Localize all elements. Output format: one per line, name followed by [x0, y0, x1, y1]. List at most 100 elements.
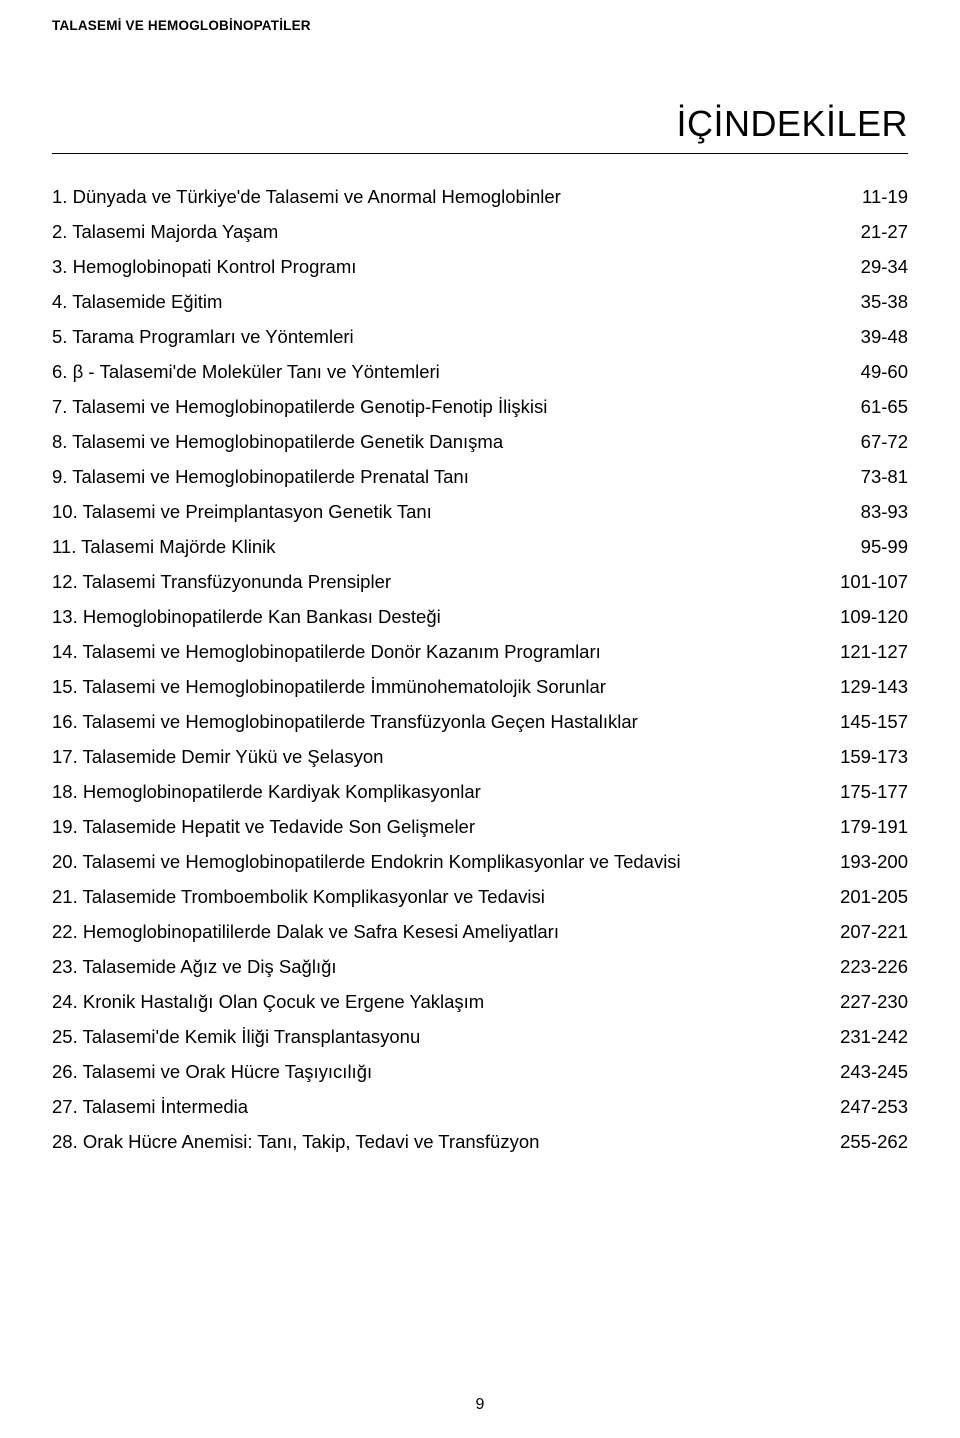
toc-entry-label: 4. Talasemide Eğitim	[52, 293, 828, 312]
toc-entry-label: 18. Hemoglobinopatilerde Kardiyak Kompli…	[52, 783, 828, 802]
toc-entry-label: 23. Talasemide Ağız ve Diş Sağlığı	[52, 958, 828, 977]
document-page: TALASEMİ VE HEMOGLOBİNOPATİLER İÇİNDEKİL…	[0, 0, 960, 1438]
toc-entry-number: 27.	[52, 1096, 78, 1117]
toc-entry-label: 6. β - Talasemi'de Moleküler Tanı ve Yön…	[52, 363, 828, 382]
toc-row: 13. Hemoglobinopatilerde Kan Bankası Des…	[52, 608, 908, 627]
toc-entry-label: 19. Talasemide Hepatit ve Tedavide Son G…	[52, 818, 828, 837]
toc-entry-title: Talasemi ve Hemoglobinopatilerde İmmünoh…	[83, 676, 606, 697]
toc-row: 4. Talasemide Eğitim35-38	[52, 293, 908, 312]
toc-entry-title: Talasemide Eğitim	[72, 291, 222, 312]
toc-entry-pages: 159-173	[828, 748, 908, 767]
toc-row: 25. Talasemi'de Kemik İliği Transplantas…	[52, 1028, 908, 1047]
toc-entry-title: Talasemi ve Hemoglobinopatilerde Prenata…	[72, 466, 469, 487]
toc-entry-number: 12.	[52, 571, 78, 592]
toc-entry-title: Talasemi ve Hemoglobinopatilerde Genotip…	[72, 396, 547, 417]
toc-entry-pages: 193-200	[828, 853, 908, 872]
toc-entry-number: 7.	[52, 396, 67, 417]
toc-entry-label: 28. Orak Hücre Anemisi: Tanı, Takip, Ted…	[52, 1133, 828, 1152]
toc-entry-label: 15. Talasemi ve Hemoglobinopatilerde İmm…	[52, 678, 828, 697]
toc-entry-number: 4.	[52, 291, 67, 312]
toc-entry-label: 1. Dünyada ve Türkiye'de Talasemi ve Ano…	[52, 188, 828, 207]
toc-row: 17. Talasemide Demir Yükü ve Şelasyon159…	[52, 748, 908, 767]
toc-entry-label: 17. Talasemide Demir Yükü ve Şelasyon	[52, 748, 828, 767]
toc-entry-title: Talasemide Ağız ve Diş Sağlığı	[83, 956, 337, 977]
toc-entry-number: 3.	[52, 256, 67, 277]
toc-entry-number: 16.	[52, 711, 78, 732]
toc-row: 18. Hemoglobinopatilerde Kardiyak Kompli…	[52, 783, 908, 802]
toc-entry-pages: 201-205	[828, 888, 908, 907]
toc-entry-number: 2.	[52, 221, 67, 242]
toc-entry-pages: 231-242	[828, 1028, 908, 1047]
toc-row: 24. Kronik Hastalığı Olan Çocuk ve Ergen…	[52, 993, 908, 1012]
toc-entry-pages: 29-34	[828, 258, 908, 277]
toc-entry-pages: 83-93	[828, 503, 908, 522]
toc-entry-title: Talasemi Majörde Klinik	[81, 536, 275, 557]
title-rule	[52, 153, 908, 154]
toc-entry-pages: 61-65	[828, 398, 908, 417]
toc-entry-number: 28.	[52, 1131, 78, 1152]
toc-entry-label: 20. Talasemi ve Hemoglobinopatilerde End…	[52, 853, 828, 872]
toc-row: 9. Talasemi ve Hemoglobinopatilerde Pren…	[52, 468, 908, 487]
toc-entry-number: 22.	[52, 921, 78, 942]
toc-entry-label: 22. Hemoglobinopatililerde Dalak ve Safr…	[52, 923, 828, 942]
toc-entry-pages: 145-157	[828, 713, 908, 732]
toc-row: 7. Talasemi ve Hemoglobinopatilerde Geno…	[52, 398, 908, 417]
toc-entry-pages: 121-127	[828, 643, 908, 662]
toc-entry-number: 25.	[52, 1026, 78, 1047]
toc-entry-label: 27. Talasemi İntermedia	[52, 1098, 828, 1117]
toc-entry-number: 8.	[52, 431, 67, 452]
toc-entry-title: Orak Hücre Anemisi: Tanı, Takip, Tedavi …	[83, 1131, 540, 1152]
toc-entry-label: 21. Talasemide Tromboembolik Komplikasyo…	[52, 888, 828, 907]
toc-entry-label: 14. Talasemi ve Hemoglobinopatilerde Don…	[52, 643, 828, 662]
toc-entry-pages: 227-230	[828, 993, 908, 1012]
toc-entry-pages: 73-81	[828, 468, 908, 487]
toc-entry-title: Talasemi ve Hemoglobinopatilerde Genetik…	[72, 431, 503, 452]
toc-entry-pages: 101-107	[828, 573, 908, 592]
toc-row: 28. Orak Hücre Anemisi: Tanı, Takip, Ted…	[52, 1133, 908, 1152]
toc-entry-number: 20.	[52, 851, 78, 872]
toc-row: 1. Dünyada ve Türkiye'de Talasemi ve Ano…	[52, 188, 908, 207]
toc-entry-number: 11.	[52, 536, 76, 557]
toc-entry-label: 25. Talasemi'de Kemik İliği Transplantas…	[52, 1028, 828, 1047]
toc-entry-label: 12. Talasemi Transfüzyonunda Prensipler	[52, 573, 828, 592]
toc-entry-label: 2. Talasemi Majorda Yaşam	[52, 223, 828, 242]
toc-entry-number: 19.	[52, 816, 78, 837]
toc-entry-title: Dünyada ve Türkiye'de Talasemi ve Anorma…	[73, 186, 561, 207]
toc-row: 19. Talasemide Hepatit ve Tedavide Son G…	[52, 818, 908, 837]
toc-row: 12. Talasemi Transfüzyonunda Prensipler1…	[52, 573, 908, 592]
toc-entry-label: 16. Talasemi ve Hemoglobinopatilerde Tra…	[52, 713, 828, 732]
toc-entry-title: Talasemi ve Preimplantasyon Genetik Tanı	[83, 501, 432, 522]
running-head: TALASEMİ VE HEMOGLOBİNOPATİLER	[52, 18, 908, 33]
toc-row: 5. Tarama Programları ve Yöntemleri39-48	[52, 328, 908, 347]
toc-row: 27. Talasemi İntermedia247-253	[52, 1098, 908, 1117]
toc-entry-pages: 255-262	[828, 1133, 908, 1152]
toc-row: 23. Talasemide Ağız ve Diş Sağlığı223-22…	[52, 958, 908, 977]
toc-row: 20. Talasemi ve Hemoglobinopatilerde End…	[52, 853, 908, 872]
toc-entry-pages: 35-38	[828, 293, 908, 312]
toc-row: 2. Talasemi Majorda Yaşam21-27	[52, 223, 908, 242]
toc-entry-number: 5.	[52, 326, 67, 347]
toc-entry-number: 9.	[52, 466, 67, 487]
toc-entry-title: Kronik Hastalığı Olan Çocuk ve Ergene Ya…	[83, 991, 484, 1012]
toc-entry-label: 26. Talasemi ve Orak Hücre Taşıyıcılığı	[52, 1063, 828, 1082]
toc-entry-number: 1.	[52, 186, 67, 207]
toc-entry-label: 7. Talasemi ve Hemoglobinopatilerde Geno…	[52, 398, 828, 417]
toc-entry-number: 17.	[52, 746, 78, 767]
toc-entry-pages: 11-19	[828, 188, 908, 207]
toc-entry-number: 15.	[52, 676, 78, 697]
toc-entry-pages: 207-221	[828, 923, 908, 942]
toc-entry-pages: 67-72	[828, 433, 908, 452]
toc-entry-title: Hemoglobinopatilerde Kan Bankası Desteği	[83, 606, 441, 627]
toc-entry-pages: 39-48	[828, 328, 908, 347]
toc-entry-title: Hemoglobinopatilerde Kardiyak Komplikasy…	[83, 781, 481, 802]
toc-entry-title: Talasemi İntermedia	[83, 1096, 249, 1117]
toc-entry-pages: 49-60	[828, 363, 908, 382]
toc-entry-pages: 109-120	[828, 608, 908, 627]
toc-entry-title: Hemoglobinopati Kontrol Programı	[73, 256, 357, 277]
toc-entry-label: 5. Tarama Programları ve Yöntemleri	[52, 328, 828, 347]
toc-entry-pages: 95-99	[828, 538, 908, 557]
table-of-contents: 1. Dünyada ve Türkiye'de Talasemi ve Ano…	[52, 188, 908, 1152]
toc-row: 10. Talasemi ve Preimplantasyon Genetik …	[52, 503, 908, 522]
toc-entry-title: Talasemi ve Orak Hücre Taşıyıcılığı	[83, 1061, 373, 1082]
toc-entry-pages: 223-226	[828, 958, 908, 977]
